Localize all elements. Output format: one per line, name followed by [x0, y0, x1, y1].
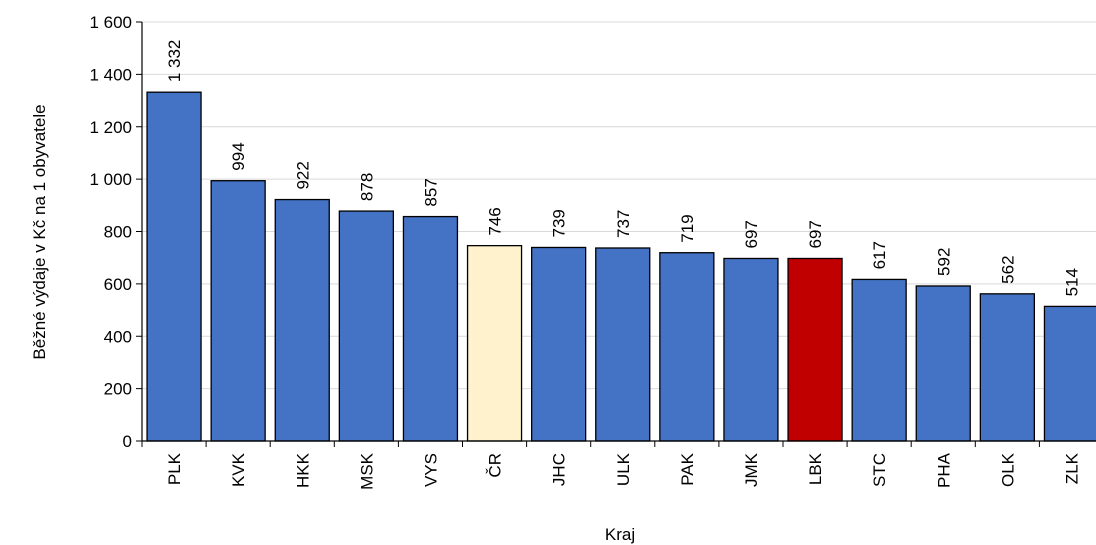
y-tick-label: 1 000	[89, 170, 132, 189]
x-tick-label: MSK	[357, 452, 376, 490]
bar-kvk	[210, 180, 266, 442]
y-tick-label: 1 400	[89, 65, 132, 84]
data-label: 994	[229, 142, 248, 170]
x-tick-label: ULK	[614, 452, 633, 486]
bar-pha	[915, 285, 971, 442]
bar-jmk	[723, 257, 779, 442]
y-tick-label: 800	[104, 223, 132, 242]
y-tick-label: 1 200	[89, 118, 132, 137]
bar-vys	[402, 215, 459, 442]
bar-lbk	[787, 257, 843, 442]
y-tick-label: 400	[104, 327, 132, 346]
bar-stc	[851, 278, 907, 442]
bar-čr	[466, 244, 523, 442]
axes	[136, 21, 1096, 447]
x-tick-label: STC	[870, 453, 889, 487]
data-label: 592	[934, 248, 953, 276]
data-label: 562	[998, 255, 1017, 283]
bar-hkk	[274, 198, 330, 442]
x-tick-label: VYS	[421, 453, 440, 487]
data-label: 514	[1062, 268, 1081, 296]
labels: 0 200 400 600 800 1 000 1 200 1 400 1 600 1 332 PL…	[89, 13, 1081, 490]
x-tick-label: ČR	[486, 453, 505, 478]
y-tick-label: 0	[123, 432, 132, 451]
bar-msk	[338, 210, 395, 442]
x-tick-label: PLK	[165, 452, 184, 485]
data-label: 719	[678, 214, 697, 242]
data-label: 878	[357, 173, 376, 201]
bar-ulk	[595, 247, 651, 442]
data-label: 746	[486, 207, 505, 235]
x-tick-label: PAK	[678, 452, 697, 485]
x-tick-label: KVK	[229, 452, 248, 487]
bar-olk	[979, 293, 1035, 442]
x-axis-title: Kraj	[605, 525, 635, 544]
data-label: 617	[870, 241, 889, 269]
x-tick-label: HKK	[293, 452, 312, 488]
data-label: 922	[293, 161, 312, 189]
data-label: 739	[550, 209, 569, 237]
data-label: 737	[614, 210, 633, 238]
x-tick-label: JHC	[550, 453, 569, 486]
x-tick-label: JMK	[742, 452, 761, 487]
x-tick-label: OLK	[998, 452, 1017, 487]
bar-zlk	[1043, 305, 1096, 442]
y-axis-title: Běžné výdaje v Kč na 1 obyvatele	[30, 104, 49, 359]
data-label: 1 332	[165, 40, 184, 83]
x-tick-label: ZLK	[1062, 452, 1081, 484]
y-tick-label: 600	[104, 275, 132, 294]
bar-plk	[146, 91, 202, 442]
x-tick-label: PHA	[934, 452, 953, 488]
bars	[146, 91, 1096, 442]
data-label: 857	[421, 178, 440, 206]
bar-jhc	[531, 246, 587, 442]
data-label: 697	[806, 220, 825, 248]
data-label: 697	[742, 220, 761, 248]
x-tick-label: LBK	[806, 452, 825, 485]
bar-pak	[659, 252, 715, 442]
y-tick-label: 200	[104, 380, 132, 399]
y-tick-label: 1 600	[89, 13, 132, 32]
